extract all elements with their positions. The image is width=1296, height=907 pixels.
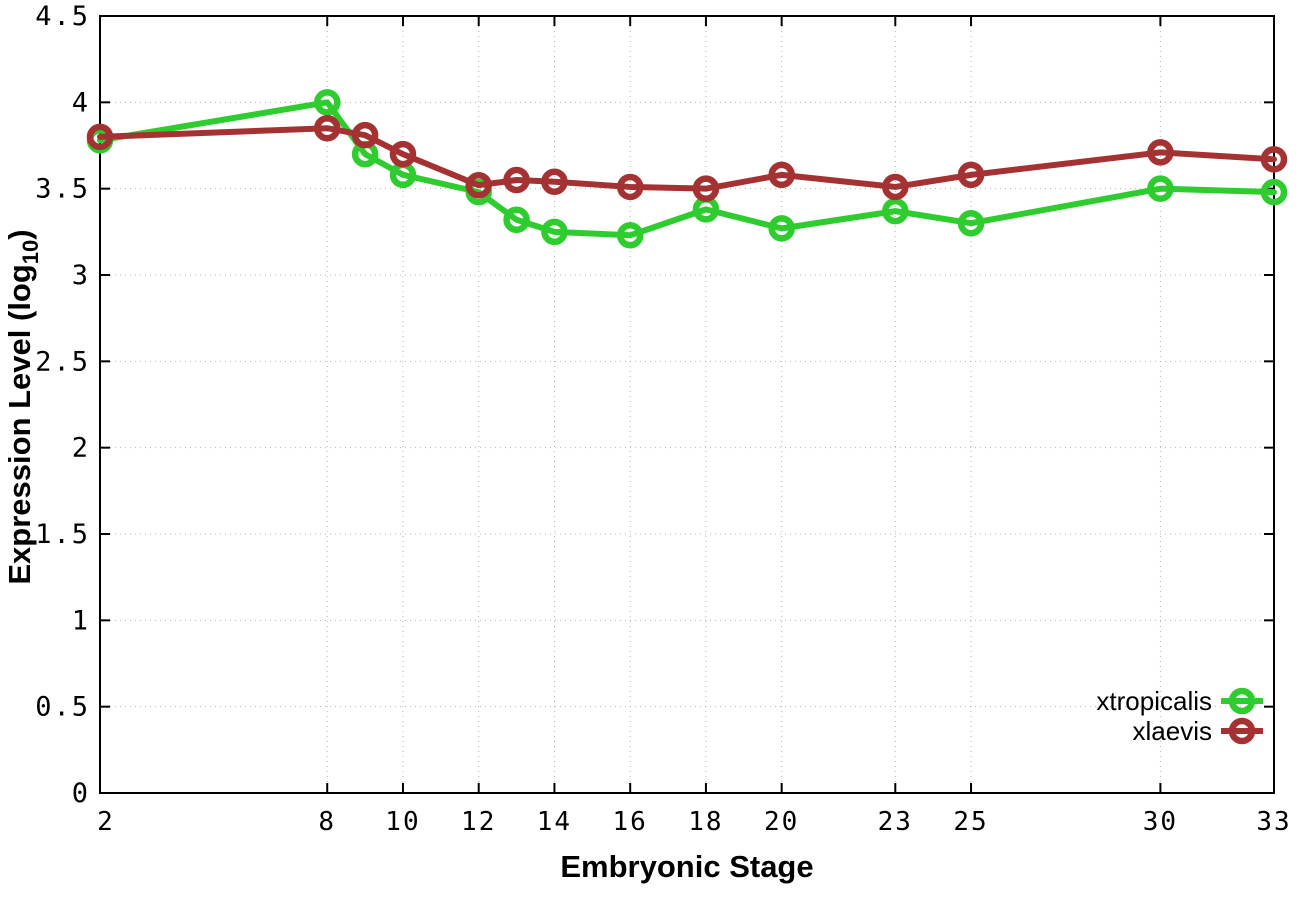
x-tick-label: 10: [385, 807, 420, 837]
data-point-xlaevis: [351, 121, 379, 149]
data-point-xtropicalis: [882, 197, 909, 225]
x-tick-label: 20: [764, 807, 799, 837]
data-point-xlaevis: [86, 123, 114, 151]
x-tick-label: 33: [1256, 807, 1291, 837]
y-tick-label: 4: [72, 87, 90, 118]
y-tick-label: 1.5: [35, 519, 90, 550]
y-tick-label: 1: [72, 605, 90, 636]
data-point-xlaevis: [882, 173, 909, 201]
x-tick-label: 30: [1143, 807, 1178, 837]
y-axis-title: Expression Level (log10): [2, 229, 43, 584]
x-tick-label: 23: [878, 807, 913, 837]
data-point-xlaevis: [503, 166, 530, 194]
data-point-xlaevis: [957, 161, 985, 189]
data-point-xlaevis: [465, 171, 492, 199]
y-tick-label: 3: [72, 260, 90, 291]
x-tick-label: 2: [97, 807, 115, 837]
legend-label-xtropicalis: xtropicalis: [1096, 686, 1212, 716]
data-point-xtropicalis: [957, 209, 985, 237]
x-tick-label: 12: [461, 807, 496, 837]
data-point-xlaevis: [768, 161, 795, 189]
data-point-xtropicalis: [503, 206, 530, 233]
x-tick-label: 16: [613, 807, 648, 837]
x-tick-label: 14: [537, 807, 572, 837]
data-point-xlaevis: [616, 173, 644, 201]
data-point-xlaevis: [1147, 139, 1174, 166]
data-point-xtropicalis: [313, 89, 341, 116]
data-point-xlaevis: [313, 114, 341, 142]
y-tick-label: 2.5: [35, 346, 90, 377]
plot-border: [99, 15, 1275, 794]
y-tick-label: 4.5: [35, 1, 90, 32]
series-line-xtropicalis: [97, 99, 1277, 239]
series-line-xlaevis: [97, 125, 1277, 192]
x-tick-label: 25: [953, 807, 988, 837]
data-point-xlaevis: [541, 168, 568, 196]
legend-label-xlaevis: xlaevis: [1133, 716, 1212, 746]
legend-marker-xlaevis: [1228, 717, 1256, 745]
data-point-xtropicalis: [1260, 178, 1288, 206]
data-point-xtropicalis: [768, 215, 795, 242]
data-point-xlaevis: [692, 175, 720, 202]
x-tick-label: 8: [318, 807, 336, 837]
data-point-xtropicalis: [616, 222, 644, 249]
y-tick-label: 0.5: [35, 692, 90, 723]
y-tick-label: 3.5: [35, 174, 90, 205]
data-point-xtropicalis: [1147, 175, 1174, 202]
data-point-xlaevis: [389, 140, 417, 168]
legend-marker-xtropicalis: [1228, 687, 1256, 715]
y-tick-label: 0: [72, 778, 90, 809]
x-axis-title: Embryonic Stage: [560, 849, 813, 884]
data-point-xtropicalis: [541, 218, 568, 246]
y-tick-label: 2: [72, 433, 90, 464]
data-point-xlaevis: [1260, 146, 1288, 173]
x-tick-label: 18: [688, 807, 723, 837]
